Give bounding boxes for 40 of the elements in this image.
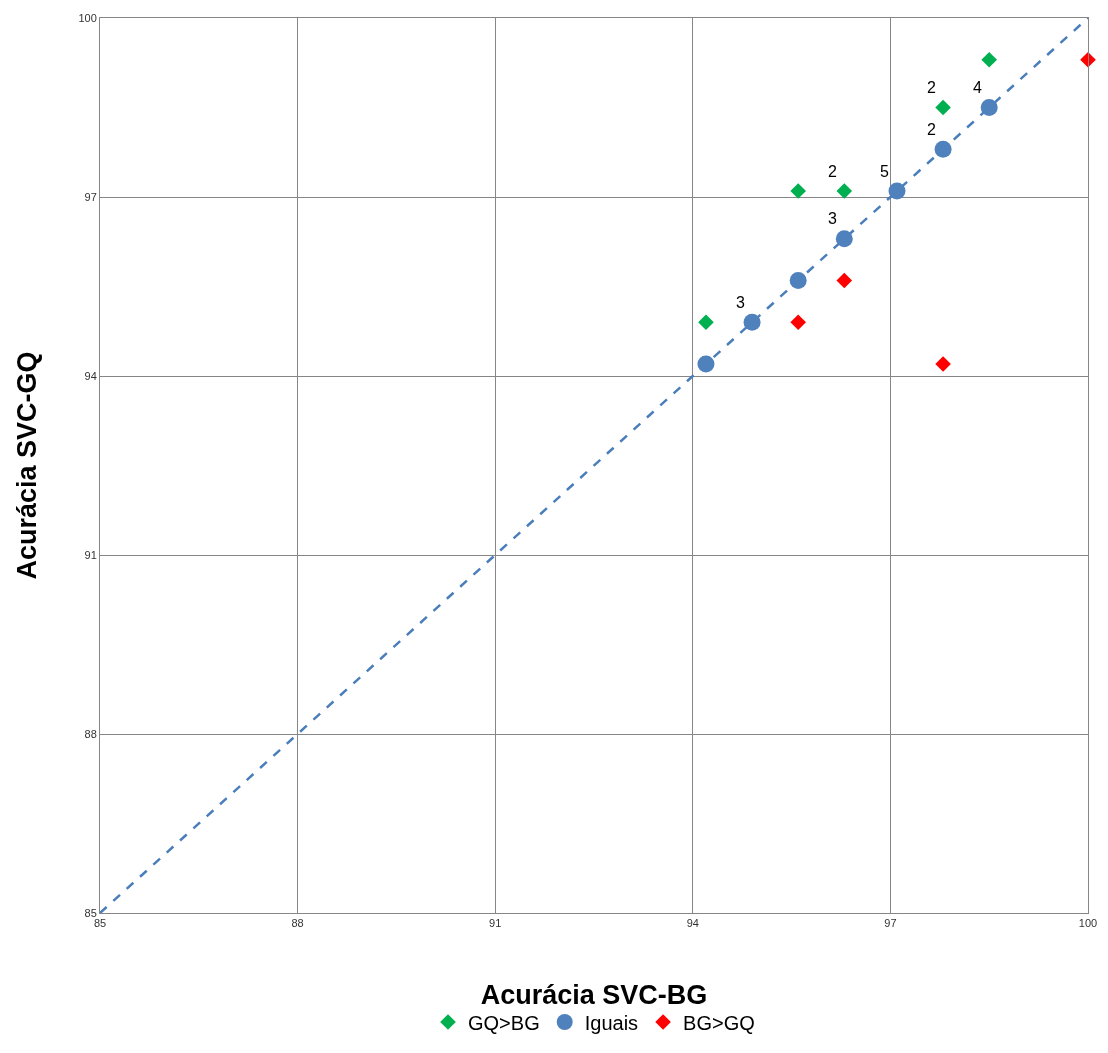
annotation: 2 <box>927 121 936 138</box>
x-axis-title: Acurácia SVC-BG <box>480 980 708 1010</box>
annotation: 2 <box>828 163 837 180</box>
point <box>697 355 715 373</box>
annotation: 3 <box>828 210 837 227</box>
x-tick-label: 100 <box>1078 917 1098 930</box>
legend-label: BG>GQ <box>683 1011 755 1034</box>
point <box>935 99 951 116</box>
y-tick-label: 94 <box>84 369 97 382</box>
annotation: 5 <box>880 163 889 180</box>
point <box>836 272 853 289</box>
legend-label: GQ>BG <box>468 1011 540 1034</box>
y-tick-label: 97 <box>84 190 97 203</box>
x-tick-label: 85 <box>93 917 107 930</box>
point <box>935 356 951 372</box>
annotation: 3 <box>736 294 745 311</box>
point <box>836 183 853 199</box>
point <box>743 313 761 331</box>
x-tick-label: 94 <box>686 917 699 930</box>
y-tick-label: 88 <box>84 727 97 740</box>
point <box>789 272 807 290</box>
point <box>888 182 906 200</box>
y-tick-label: 91 <box>84 548 97 561</box>
annotation: 2 <box>927 79 936 96</box>
y-tick-label: 100 <box>78 11 97 24</box>
point <box>698 314 714 331</box>
x-tick-label: 88 <box>291 917 304 930</box>
point <box>1080 51 1096 68</box>
y-tick-label: 85 <box>84 906 97 919</box>
annotation: 4 <box>973 79 982 96</box>
x-tick-label: 97 <box>884 917 897 930</box>
legend-label: Iguais <box>584 1011 639 1034</box>
y-axis-title: Acurácia SVC-GQ <box>12 351 42 580</box>
point <box>980 99 998 116</box>
x-tick-label: 91 <box>489 917 502 930</box>
point <box>790 183 806 199</box>
point <box>934 140 952 158</box>
point <box>790 314 806 331</box>
point <box>981 51 997 68</box>
point <box>835 230 853 248</box>
